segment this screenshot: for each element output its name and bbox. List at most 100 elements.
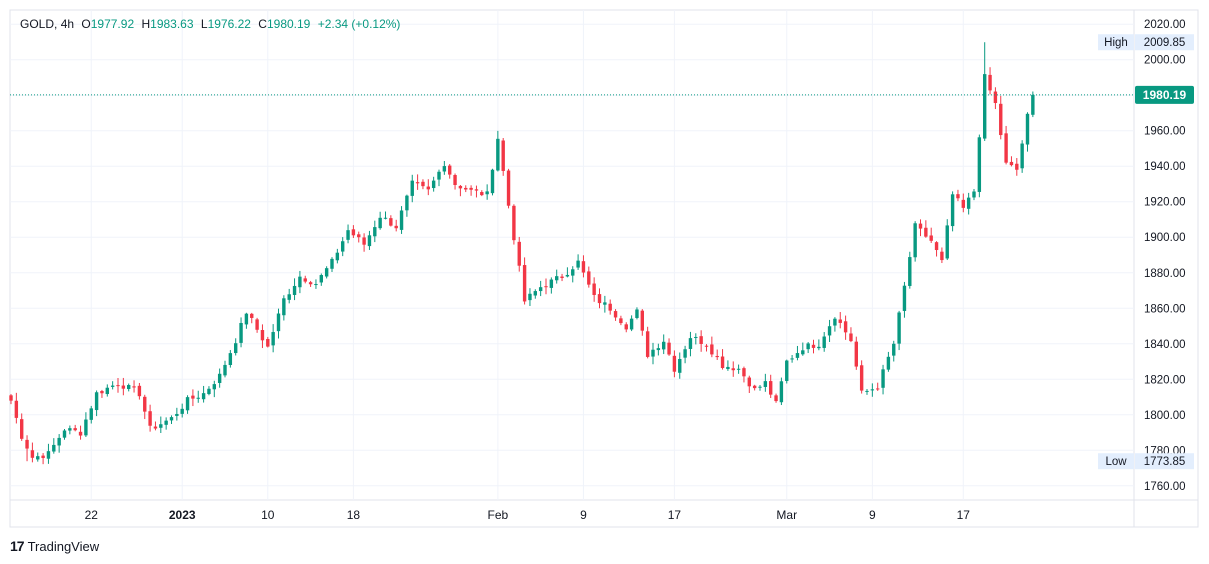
candle-body xyxy=(924,227,928,237)
candle-body xyxy=(506,170,511,206)
candle-body xyxy=(715,355,719,358)
candle-body xyxy=(592,283,596,295)
candle-body xyxy=(148,411,152,426)
candle-body xyxy=(779,381,784,403)
y-tick-label: 1900.00 xyxy=(1144,232,1186,244)
candle-body xyxy=(918,223,923,229)
candle-body xyxy=(490,169,495,194)
candle-body xyxy=(330,258,334,269)
candle-body xyxy=(62,430,67,438)
candle-body xyxy=(89,408,93,420)
candle-body xyxy=(672,355,677,372)
candle-body xyxy=(549,279,554,288)
candle-body xyxy=(298,276,302,288)
candle-body xyxy=(383,217,388,219)
candle-body xyxy=(742,368,746,377)
candle-body xyxy=(881,369,885,388)
ohlc-legend: GOLD, 4h O1977.92 H1983.63 L1976.22 C198… xyxy=(20,17,401,31)
candle-body xyxy=(544,286,548,288)
candle-body xyxy=(683,349,687,358)
y-axis-labels: 1760.001780.001800.001820.001840.001860.… xyxy=(1144,19,1186,493)
last-price-badge xyxy=(1135,85,1194,104)
candle-body xyxy=(180,408,184,414)
candle-body xyxy=(972,191,976,198)
candle-body xyxy=(624,324,628,330)
candle-body xyxy=(228,353,233,366)
candle-body xyxy=(597,294,602,304)
candle-body xyxy=(196,397,200,399)
candle-body xyxy=(961,199,965,208)
candle-body xyxy=(14,400,19,418)
candle-body xyxy=(464,187,468,190)
y-tick-label: 1820.00 xyxy=(1144,374,1186,386)
x-tick-label: 22 xyxy=(85,508,99,522)
candle-body xyxy=(640,310,644,331)
candle-body xyxy=(999,103,1003,136)
candle-body xyxy=(822,336,826,348)
candle-body xyxy=(517,241,521,266)
candle-body xyxy=(528,293,532,301)
y-tick-label: 1880.00 xyxy=(1144,268,1186,280)
candle-body xyxy=(522,265,527,302)
x-tick-label: 18 xyxy=(347,508,361,522)
candle-body xyxy=(731,368,735,371)
candle-body xyxy=(827,326,832,336)
candle-body xyxy=(319,275,323,283)
candle-body xyxy=(747,377,751,387)
candle-body xyxy=(538,287,543,292)
candle-body xyxy=(362,237,366,245)
candle-body xyxy=(662,341,666,350)
x-axis-labels: 22 2023 10 18 Feb 9 17 Mar 9 17 xyxy=(85,508,971,522)
candle-body xyxy=(983,74,987,139)
candle-body xyxy=(266,338,270,347)
candle-body xyxy=(474,189,479,191)
candle-body xyxy=(201,393,206,400)
candle-body xyxy=(934,242,939,251)
candle-body xyxy=(373,227,377,237)
candle-body xyxy=(94,392,99,411)
candle-body xyxy=(448,165,452,175)
candle-body xyxy=(41,455,45,459)
candle-body xyxy=(688,338,693,349)
candle-body xyxy=(913,223,917,258)
tradingview-logo-icon: 17 xyxy=(10,538,25,554)
low-tag xyxy=(1098,453,1134,470)
candle-body xyxy=(250,313,254,318)
candle-body xyxy=(282,298,286,316)
candle-body xyxy=(892,343,896,356)
y-tick-label: 1760.00 xyxy=(1144,481,1186,493)
candle-body xyxy=(795,353,800,358)
candle-body xyxy=(127,385,131,389)
candle-body xyxy=(613,311,618,318)
candle-body xyxy=(667,342,671,355)
y-tick-label: 1940.00 xyxy=(1144,161,1186,173)
candle-body xyxy=(940,251,944,261)
candle-body xyxy=(458,185,463,189)
candle-body xyxy=(46,451,51,459)
candle-body xyxy=(886,356,891,370)
candle-body xyxy=(710,344,714,355)
interval-label[interactable]: 4h xyxy=(60,17,75,31)
candle-body xyxy=(651,349,655,357)
candle-body xyxy=(426,186,430,190)
y-tick-label: 1960.00 xyxy=(1144,126,1186,138)
candle-body xyxy=(207,388,211,395)
candle-body xyxy=(378,217,382,229)
candle-body xyxy=(223,364,227,376)
candle-body xyxy=(341,241,345,252)
candle-body xyxy=(469,187,473,190)
candle-body xyxy=(276,313,281,332)
candle-body xyxy=(244,313,249,325)
candles xyxy=(9,42,1035,465)
candle-body xyxy=(68,428,72,431)
candle-body xyxy=(303,278,307,282)
y-tick-label: 1860.00 xyxy=(1144,303,1186,315)
candle-body xyxy=(73,428,77,431)
tradingview-logo[interactable]: 17 TradingView xyxy=(10,538,99,554)
candle-body xyxy=(1015,163,1019,170)
candle-body xyxy=(324,268,329,277)
symbol-name[interactable]: GOLD xyxy=(20,17,55,31)
candle-body xyxy=(52,444,56,452)
candle-body xyxy=(191,395,195,399)
